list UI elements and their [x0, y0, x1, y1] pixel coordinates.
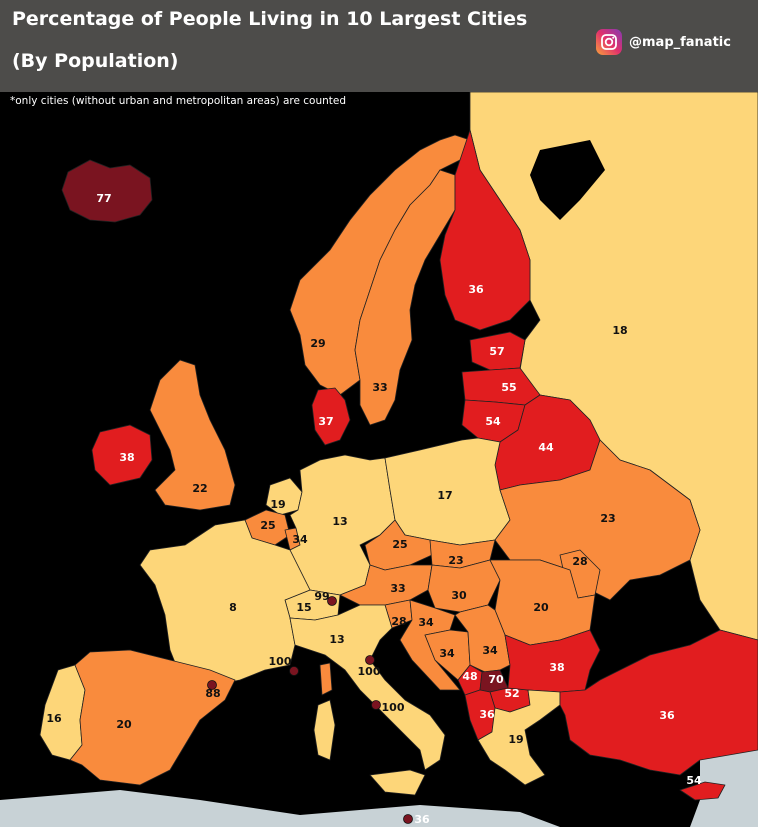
map-subtitle: (By Population) [12, 50, 179, 72]
dot-vatican [371, 700, 381, 710]
white-sea [530, 140, 605, 220]
label-uk: 22 [192, 482, 207, 495]
social-handle: @map_fanatic [596, 29, 731, 55]
north-africa [0, 790, 560, 827]
header-bar: Percentage of People Living in 10 Larges… [0, 0, 758, 92]
region-sardinia [313, 699, 336, 761]
label-albania: 36 [479, 708, 495, 721]
label-luxembourg: 34 [292, 533, 308, 546]
label-netherlands: 19 [270, 498, 285, 511]
europe-map: 77 29 33 36 18 57 55 54 44 37 38 22 19 25 34 13 17 23 28 25… [0, 92, 758, 827]
region-iceland [61, 159, 153, 223]
label-finland: 36 [468, 283, 484, 296]
label-bosnia: 34 [439, 647, 455, 660]
region-bulgaria [504, 629, 601, 693]
label-montenegro: 48 [462, 670, 477, 683]
label-hungary: 30 [451, 589, 467, 602]
label-norway: 29 [310, 337, 325, 350]
label-san-marino: 100 [358, 665, 381, 678]
label-liechtenstein: 99 [314, 590, 329, 603]
label-denmark: 37 [318, 415, 333, 428]
label-kosovo: 70 [488, 673, 504, 686]
region-cyprus [679, 781, 726, 801]
label-poland: 17 [437, 489, 452, 502]
label-north-macedonia: 52 [504, 687, 519, 700]
label-malta: 36 [414, 813, 430, 826]
label-portugal: 16 [46, 712, 62, 725]
label-slovakia: 23 [448, 554, 463, 567]
label-spain: 20 [116, 718, 132, 731]
label-ukraine: 23 [600, 512, 615, 525]
label-sweden: 33 [372, 381, 387, 394]
region-corsica [319, 662, 333, 696]
label-romania: 20 [533, 601, 549, 614]
region-denmark [311, 387, 351, 446]
region-labels: 77 29 33 36 18 57 55 54 44 37 38 22 19 25 34 13 17 23 28 25… [46, 192, 702, 826]
label-serbia: 34 [482, 644, 498, 657]
label-croatia: 34 [418, 616, 434, 629]
label-iceland: 77 [96, 192, 111, 205]
region-sicily [369, 769, 426, 796]
label-austria: 33 [390, 582, 405, 595]
region-turkey [559, 629, 758, 776]
label-andorra: 88 [205, 687, 220, 700]
dot-malta [403, 814, 413, 824]
region-sweden [354, 169, 456, 426]
label-greece: 19 [508, 733, 523, 746]
label-italy: 13 [329, 633, 344, 646]
region-italy [289, 604, 446, 771]
label-germany: 13 [332, 515, 347, 528]
label-belarus: 44 [538, 441, 554, 454]
region-ireland [91, 424, 153, 486]
dot-liechtenstein [327, 596, 337, 606]
label-belgium: 25 [260, 519, 275, 532]
label-monaco: 100 [269, 655, 292, 668]
region-croatia [399, 599, 461, 691]
dot-san-marino [365, 655, 375, 665]
map-title: Percentage of People Living in 10 Larges… [12, 8, 528, 30]
label-france: 8 [229, 601, 237, 614]
label-moldova: 28 [572, 555, 587, 568]
label-russia: 18 [612, 324, 627, 337]
label-ireland: 38 [119, 451, 134, 464]
label-estonia: 57 [489, 345, 504, 358]
label-czechia: 25 [392, 538, 407, 551]
region-greece [477, 689, 561, 786]
footnote: *only cities (without urban and metropol… [10, 95, 347, 107]
region-uk [149, 359, 236, 511]
instagram-icon [596, 29, 622, 55]
label-switzerland: 15 [296, 601, 311, 614]
label-turkey: 36 [659, 709, 675, 722]
middle-east [690, 750, 758, 827]
region-spain [69, 649, 236, 786]
label-latvia: 55 [501, 381, 516, 394]
dot-andorra [207, 680, 217, 690]
region-finland [439, 129, 531, 331]
handle-text: @map_fanatic [629, 34, 731, 50]
dot-monaco [289, 666, 299, 676]
label-cyprus: 54 [686, 774, 702, 787]
label-vatican: 100 [382, 701, 405, 714]
label-slovenia: 28 [391, 615, 406, 628]
label-lithuania: 54 [485, 415, 501, 428]
label-bulgaria: 38 [549, 661, 564, 674]
